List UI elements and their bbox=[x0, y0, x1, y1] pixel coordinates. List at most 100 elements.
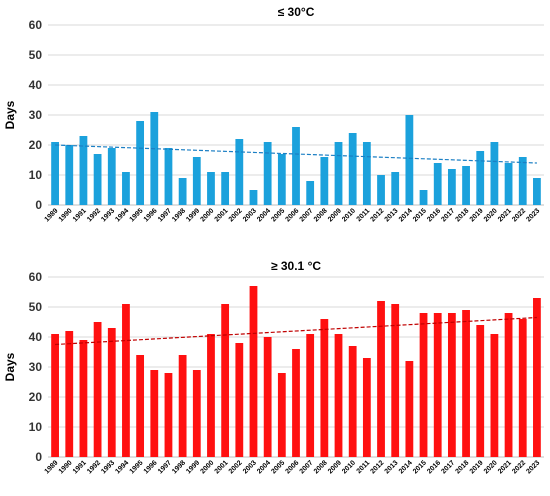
y-axis-label: Days bbox=[3, 352, 17, 381]
bar-2014 bbox=[405, 361, 414, 457]
x-tick-label: 2016 bbox=[426, 207, 442, 223]
bar-2014 bbox=[405, 115, 414, 205]
bar-2004 bbox=[263, 142, 272, 205]
y-tick-label: 60 bbox=[29, 270, 43, 284]
x-tick-label: 2023 bbox=[525, 459, 541, 475]
bar-2005 bbox=[277, 154, 286, 205]
bar-2001 bbox=[221, 172, 230, 205]
bar-1991 bbox=[79, 340, 88, 457]
x-tick-label: 2021 bbox=[497, 459, 513, 475]
trend-line bbox=[55, 316, 537, 346]
x-tick-label: 1995 bbox=[129, 207, 145, 223]
y-tick-label: 20 bbox=[29, 138, 43, 152]
y-axis-label: Days bbox=[3, 100, 17, 129]
y-tick-label: 40 bbox=[29, 78, 43, 92]
bar-1997 bbox=[164, 148, 173, 205]
bar-2000 bbox=[207, 334, 215, 457]
bar-2011 bbox=[362, 358, 371, 457]
bar-1999 bbox=[192, 157, 201, 205]
y-tick-label: 50 bbox=[29, 300, 43, 314]
y-tick-label: 30 bbox=[29, 360, 43, 374]
x-tick-label: 1994 bbox=[114, 207, 130, 223]
y-tick-label: 0 bbox=[35, 450, 42, 464]
x-tick-label: 2019 bbox=[469, 207, 485, 223]
bar-1989 bbox=[51, 334, 59, 457]
x-tick-label: 2012 bbox=[369, 207, 385, 223]
bar-2017 bbox=[447, 169, 456, 205]
x-tick-label: 2002 bbox=[228, 207, 244, 223]
bar-2007 bbox=[306, 181, 315, 205]
bar-1998 bbox=[178, 178, 187, 205]
x-tick-label: 1996 bbox=[143, 207, 159, 223]
x-tick-label: 2023 bbox=[525, 207, 541, 223]
x-tick-label: 2014 bbox=[398, 207, 414, 223]
x-tick-label: 2018 bbox=[455, 459, 471, 475]
x-tick-label: 2004 bbox=[256, 207, 272, 223]
bar-2022 bbox=[518, 319, 527, 457]
x-tick-label: 2020 bbox=[483, 207, 499, 223]
x-tick-label: 2000 bbox=[199, 459, 215, 475]
x-tick-label: 1992 bbox=[86, 459, 102, 475]
bar-1993 bbox=[107, 328, 116, 457]
x-tick-label: 1995 bbox=[129, 459, 145, 475]
y-tick-label: 60 bbox=[29, 18, 43, 32]
y-tick-label: 20 bbox=[29, 390, 43, 404]
x-tick-label: 2000 bbox=[199, 207, 215, 223]
x-tick-label: 1989 bbox=[44, 207, 60, 223]
bar-1999 bbox=[192, 370, 201, 457]
x-tick-label: 1997 bbox=[157, 207, 173, 223]
x-tick-label: 2020 bbox=[483, 459, 499, 475]
x-tick-label: 2014 bbox=[398, 459, 414, 475]
bar-2019 bbox=[476, 151, 485, 205]
y-tick-label: 0 bbox=[35, 198, 42, 212]
x-tick-label: 2003 bbox=[242, 459, 258, 475]
chart-title: ≤ 30°C bbox=[278, 5, 315, 19]
bar-2008 bbox=[320, 319, 329, 457]
x-tick-label: 1989 bbox=[44, 459, 60, 475]
x-tick-label: 1991 bbox=[72, 207, 88, 223]
bar-2022 bbox=[518, 157, 527, 205]
x-tick-label: 2015 bbox=[412, 459, 428, 475]
x-tick-label: 2005 bbox=[270, 207, 286, 223]
bar-2013 bbox=[391, 172, 400, 205]
bar-1990 bbox=[65, 145, 74, 205]
bar-1992 bbox=[93, 322, 102, 457]
bar-1997 bbox=[164, 373, 173, 457]
bar-1996 bbox=[150, 370, 159, 457]
bar-2007 bbox=[306, 334, 315, 457]
x-tick-label: 2008 bbox=[313, 207, 329, 223]
bar-1995 bbox=[136, 355, 145, 457]
bar-1990 bbox=[65, 331, 74, 457]
bar-2017 bbox=[447, 313, 456, 457]
bar-2018 bbox=[462, 310, 470, 457]
x-tick-label: 1991 bbox=[72, 459, 88, 475]
bar-2003 bbox=[249, 286, 258, 457]
x-tick-label: 2017 bbox=[440, 207, 456, 223]
x-tick-label: 2011 bbox=[356, 207, 372, 223]
x-tick-label: 1998 bbox=[171, 207, 187, 223]
bar-2006 bbox=[292, 127, 300, 205]
x-tick-label: 1998 bbox=[171, 459, 187, 475]
x-tick-label: 2007 bbox=[299, 459, 315, 475]
x-tick-label: 2005 bbox=[270, 459, 286, 475]
x-tick-label: 1990 bbox=[58, 207, 74, 223]
x-tick-label: 2019 bbox=[469, 459, 485, 475]
chart-panel-1: ≤ 30°CDays010203040506019891990199119921… bbox=[3, 5, 544, 223]
bar-2012 bbox=[377, 301, 385, 457]
bar-1989 bbox=[51, 142, 59, 205]
x-tick-label: 2011 bbox=[356, 459, 372, 475]
x-tick-label: 2021 bbox=[497, 207, 513, 223]
bar-1993 bbox=[107, 148, 116, 205]
bar-2016 bbox=[433, 313, 442, 457]
bar-1998 bbox=[178, 355, 187, 457]
bar-2012 bbox=[377, 175, 385, 205]
y-tick-label: 50 bbox=[29, 48, 43, 62]
bar-2002 bbox=[235, 139, 244, 205]
bar-2005 bbox=[277, 373, 286, 457]
bar-2004 bbox=[263, 337, 272, 457]
x-tick-label: 2007 bbox=[299, 207, 315, 223]
y-tick-label: 30 bbox=[29, 108, 43, 122]
x-tick-label: 2009 bbox=[327, 459, 343, 475]
x-tick-label: 2018 bbox=[455, 207, 471, 223]
